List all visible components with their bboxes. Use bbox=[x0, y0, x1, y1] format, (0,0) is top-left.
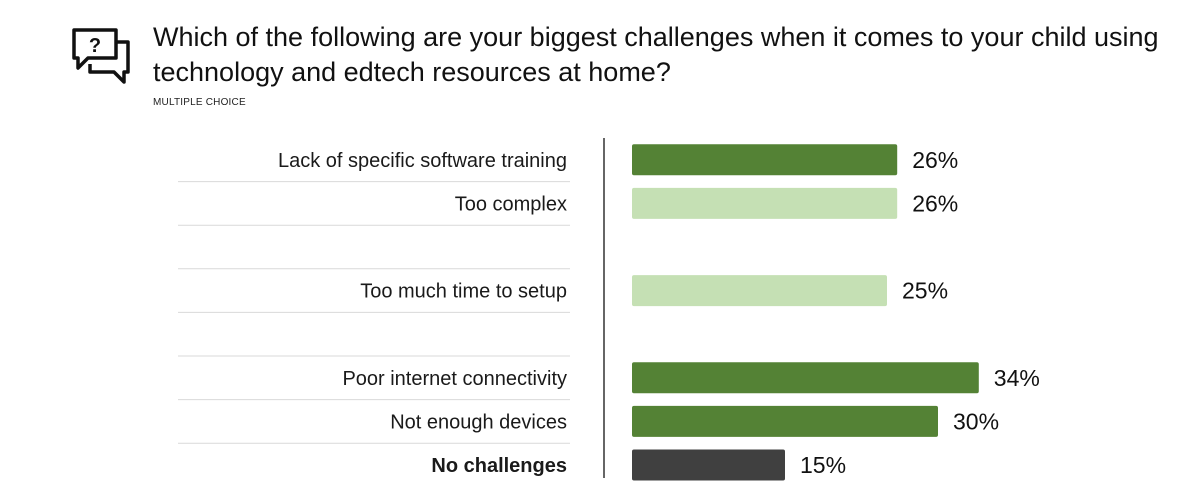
question-type-label: MULTIPLE CHOICE bbox=[153, 97, 246, 108]
value-label: 26% bbox=[912, 190, 958, 216]
value-label: 26% bbox=[912, 147, 958, 173]
value-label: 34% bbox=[994, 365, 1040, 391]
category-label: No challenges bbox=[431, 455, 567, 477]
question-chat-icon: ? bbox=[72, 28, 130, 84]
category-label: Too complex bbox=[455, 193, 567, 215]
svg-text:?: ? bbox=[89, 35, 101, 57]
bar bbox=[632, 405, 938, 437]
bar bbox=[632, 275, 887, 307]
category-label: Not enough devices bbox=[390, 411, 567, 433]
category-label: Too much time to setup bbox=[360, 281, 567, 303]
value-label: 30% bbox=[953, 408, 999, 434]
category-label: Poor internet connectivity bbox=[342, 368, 567, 390]
category-label: Lack of specific software training bbox=[278, 150, 567, 172]
bar bbox=[632, 187, 898, 219]
bar bbox=[632, 144, 898, 176]
bar bbox=[632, 362, 979, 394]
chart-title: Which of the following are your biggest … bbox=[153, 22, 1159, 87]
value-label: 15% bbox=[800, 452, 846, 478]
bar bbox=[632, 449, 785, 481]
value-label: 25% bbox=[902, 278, 948, 304]
